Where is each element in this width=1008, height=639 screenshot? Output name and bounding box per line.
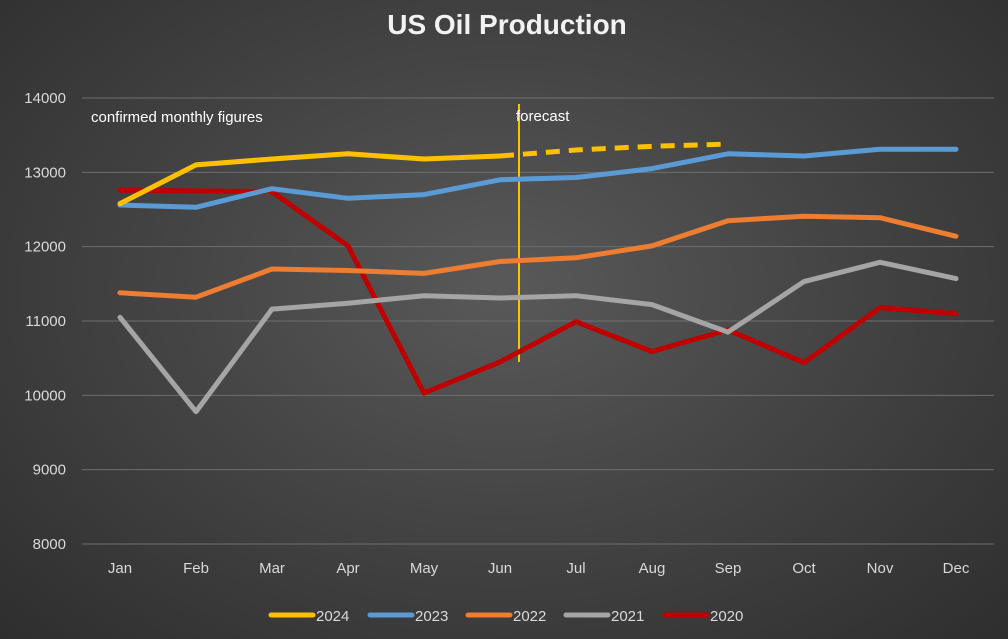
y-tick-label: 8000 (33, 536, 66, 553)
legend-label-2022: 2022 (513, 608, 546, 625)
x-tick-label: Sep (715, 560, 742, 577)
y-tick-label: 12000 (24, 239, 66, 256)
series-2021-line (117, 259, 959, 415)
y-tick-label: 9000 (33, 462, 66, 479)
x-tick-label: Apr (336, 560, 359, 577)
x-tick-label: Nov (867, 560, 894, 577)
series-2022-line (117, 213, 959, 300)
y-tick-label: 14000 (24, 90, 66, 107)
x-axis: Jan Feb Mar Apr May Jun Jul Aug Sep Oct Nov Dec (108, 560, 970, 577)
series-lines (117, 141, 959, 415)
forecast-annotation: forecast (516, 108, 570, 125)
legend-label-2021: 2021 (611, 608, 644, 625)
x-tick-label: Dec (943, 560, 970, 577)
y-tick-label: 11000 (25, 313, 66, 330)
chart-title: US Oil Production (387, 9, 627, 40)
legend-label-2024: 2024 (316, 608, 349, 625)
series-2024-forecast-line (499, 141, 729, 159)
x-tick-label: Jun (488, 560, 512, 577)
x-tick-label: May (410, 560, 439, 577)
x-tick-label: Jul (566, 560, 585, 577)
x-tick-label: Aug (639, 560, 666, 577)
confirmed-figures-annotation: confirmed monthly figures (91, 109, 263, 126)
legend: 2024 2023 2022 2021 2020 (268, 608, 743, 625)
legend-label-2020: 2020 (710, 608, 743, 625)
x-tick-label: Jan (108, 560, 132, 577)
y-tick-label: 13000 (24, 164, 66, 181)
x-tick-label: Oct (792, 560, 816, 577)
series-2020-line (117, 187, 959, 396)
series-2024-line (117, 151, 503, 207)
gridlines (82, 97, 994, 545)
x-tick-label: Feb (183, 560, 209, 577)
y-tick-label: 10000 (24, 387, 66, 404)
y-axis: 8000 9000 10000 11000 12000 13000 14000 (24, 90, 66, 553)
legend-label-2023: 2023 (415, 608, 448, 625)
x-tick-label: Mar (259, 560, 285, 577)
series-2023-line (117, 146, 959, 210)
